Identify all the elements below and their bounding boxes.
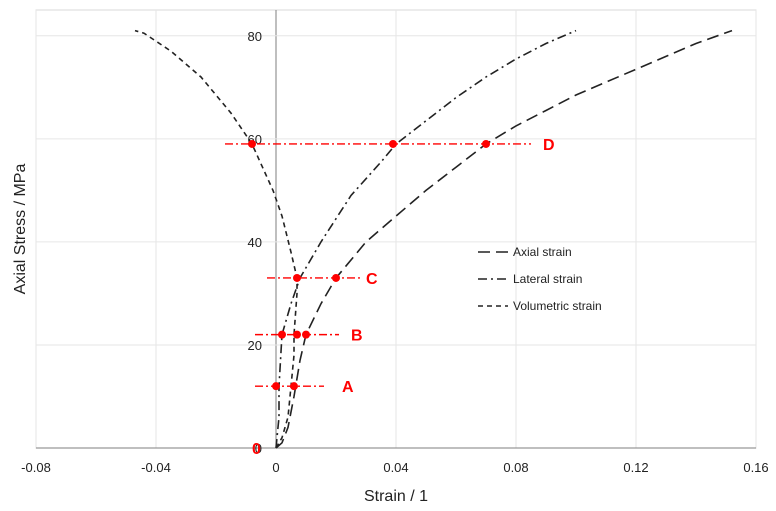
marker-point-d xyxy=(248,140,256,148)
x-tick-label: -0.04 xyxy=(141,460,171,475)
legend-label: Axial strain xyxy=(513,245,572,259)
marker-label-b: B xyxy=(351,328,363,345)
legend-label: Volumetric strain xyxy=(513,299,602,313)
x-tick-label: -0.08 xyxy=(21,460,51,475)
x-axis-title: Strain / 1 xyxy=(364,488,428,505)
x-tick-label: 0.12 xyxy=(623,460,648,475)
x-tick-label: 0 xyxy=(272,460,279,475)
x-tick-labels: -0.08 -0.04 0 0.04 0.08 0.12 0.16 xyxy=(21,460,768,475)
x-tick-label: 0.08 xyxy=(503,460,528,475)
marker-label-d: D xyxy=(543,137,555,154)
x-tick-label: 0.04 xyxy=(383,460,408,475)
x-tick-label: 0.16 xyxy=(743,460,768,475)
marker-label-c: C xyxy=(366,271,378,288)
marker-point-b xyxy=(302,331,310,339)
marker-point-d xyxy=(482,140,490,148)
marker-point-a xyxy=(272,382,280,390)
y-tick-label: 20 xyxy=(248,338,262,353)
marker-point-c xyxy=(293,274,301,282)
y-axis-title: Axial Stress / MPa xyxy=(12,164,29,295)
marker-point-b xyxy=(293,331,301,339)
marker-point-b xyxy=(278,331,286,339)
marker-point-d xyxy=(389,140,397,148)
marker-point-a xyxy=(290,382,298,390)
y-tick-label: 40 xyxy=(248,235,262,250)
marker-point-c xyxy=(332,274,340,282)
origin-point-label: 0 xyxy=(252,441,261,458)
marker-label-a: A xyxy=(342,379,354,396)
legend-label: Lateral strain xyxy=(513,272,582,286)
y-tick-label: 80 xyxy=(248,29,262,44)
